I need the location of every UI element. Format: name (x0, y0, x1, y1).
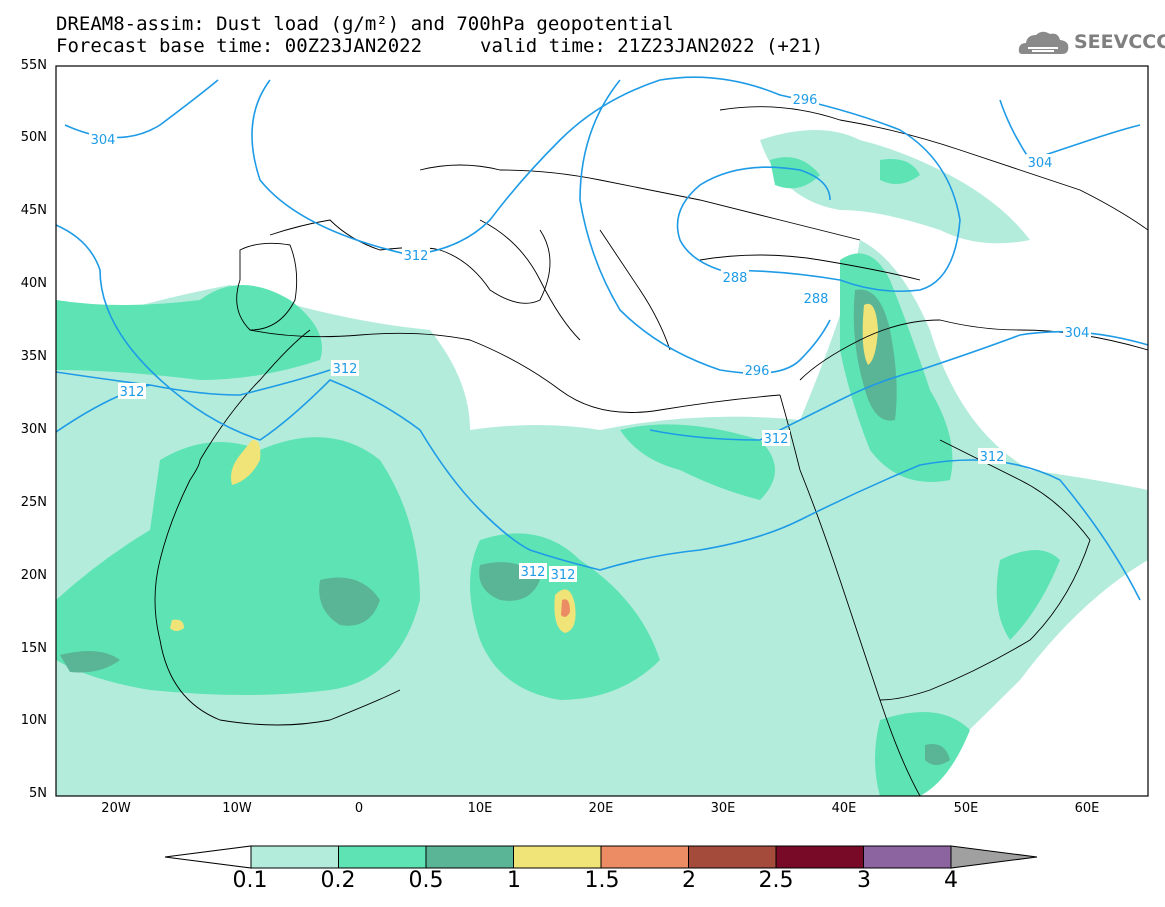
lon-tick: 40E (831, 801, 857, 816)
logo-text: SEEVCCC (1074, 31, 1165, 53)
contour-label: 288 (804, 292, 829, 307)
colorbar-max-arrow (950, 845, 1038, 869)
colorbar-label: 2 (682, 868, 696, 893)
lon-tick: 10E (467, 801, 493, 816)
colorbar-label: 2.5 (758, 868, 794, 893)
lon-tick: 0 (354, 801, 364, 816)
contour-label: 312 (980, 450, 1005, 465)
contour-label: 312 (521, 565, 546, 580)
lat-tick: 35N (20, 349, 47, 364)
contour-label-bg (978, 448, 1006, 464)
lat-tick: 10N (20, 713, 47, 728)
colorbar-label: 0.1 (232, 868, 268, 893)
contour-label-bg (549, 566, 577, 582)
colorbar-swatch (513, 845, 602, 869)
lat-tick: 40N (20, 276, 47, 291)
lon-tick: 20W (101, 801, 131, 816)
contour-label-bg (89, 131, 117, 147)
colorbar-label: 3 (857, 868, 871, 893)
lat-tick: 25N (20, 495, 47, 510)
chart-title-line1: DREAM8-assim: Dust load (g/m²) and 700hP… (56, 13, 674, 35)
cloud-logo-icon (1018, 31, 1069, 54)
colorbar-label: 1 (507, 868, 521, 893)
contour-label-bg (791, 91, 819, 107)
contour-label-bg (1026, 154, 1054, 170)
contour-label-bg (118, 383, 146, 399)
contour-label-bg (402, 247, 430, 263)
valid-time: valid time: 21Z23JAN2022 (+21) (480, 35, 824, 57)
contour-label: 312 (551, 568, 576, 583)
lat-tick: 5N (29, 786, 47, 801)
colorbar-label: 0.5 (408, 868, 444, 893)
contour-label: 296 (793, 93, 818, 108)
contour-label-bg (1063, 324, 1091, 340)
contour-label: 312 (404, 249, 429, 264)
lat-tick: 50N (20, 130, 47, 145)
lat-tick: 15N (20, 641, 47, 656)
forecast-base-time: Forecast base time: 00Z23JAN2022 (56, 35, 423, 57)
coastlines (154, 106, 1148, 796)
contour-label: 312 (764, 432, 789, 447)
colorbar-swatch (250, 845, 339, 869)
contour-label: 288 (723, 271, 748, 286)
contour-label-bg (721, 269, 749, 285)
contour-label: 312 (120, 385, 145, 400)
geopotential-contours (56, 76, 1148, 601)
lon-tick: 50E (953, 801, 979, 816)
lon-tick: 20E (588, 801, 614, 816)
contour-label-bg (519, 563, 547, 579)
contour-label: 304 (91, 133, 116, 148)
contour-label-bg (743, 362, 771, 378)
contour-label: 304 (1028, 156, 1053, 171)
colorbar-label: 1.5 (584, 868, 620, 893)
lat-tick: 20N (20, 568, 47, 583)
dust-band-1.5 (561, 599, 570, 617)
plot-frame (55, 65, 1149, 797)
colorbar-swatch (425, 845, 514, 869)
dust-band-1 (170, 303, 878, 633)
lon-tick: 30E (710, 801, 736, 816)
contour-label: 312 (333, 362, 358, 377)
colorbar-label: 0.2 (320, 868, 356, 893)
lon-tick: 60E (1074, 801, 1100, 816)
colorbar (164, 845, 1038, 869)
colorbar-min-arrow (164, 845, 252, 869)
contour-label-bg (762, 430, 790, 446)
contour-label: 304 (1065, 326, 1090, 341)
colorbar-swatch (775, 845, 864, 869)
contour-label-bg (802, 290, 830, 306)
lat-tick: 45N (20, 203, 47, 218)
lat-tick: 55N (20, 58, 47, 73)
colorbar-swatch (338, 845, 427, 869)
lat-tick: 30N (20, 422, 47, 437)
contour-label: 296 (745, 364, 770, 379)
colorbar-swatch (600, 845, 689, 869)
lon-tick: 10W (222, 801, 252, 816)
colorbar-swatch (688, 845, 777, 869)
contour-label-bg (331, 360, 359, 376)
colorbar-swatch (863, 845, 952, 869)
colorbar-label: 4 (944, 868, 958, 893)
